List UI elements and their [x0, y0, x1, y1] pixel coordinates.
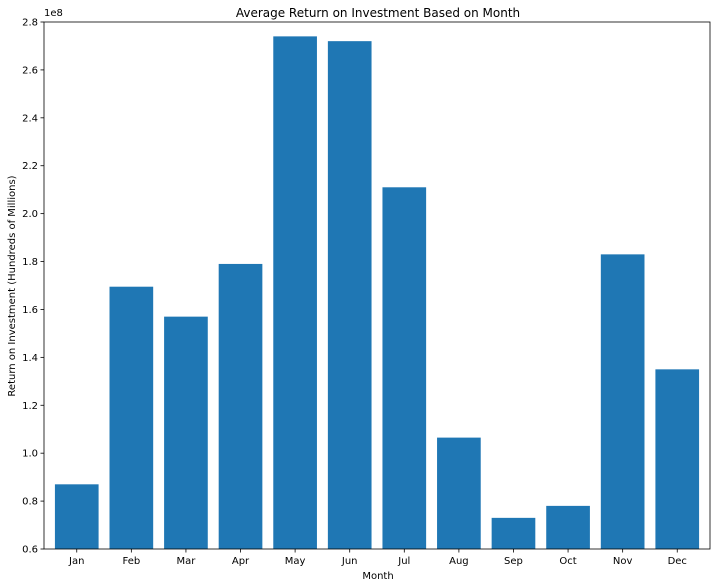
bar-jun	[327, 41, 372, 549]
y-tick-label: 2.0	[22, 209, 38, 220]
bar-mar	[164, 316, 208, 549]
bar-feb	[109, 286, 154, 549]
bar-jul	[382, 187, 427, 550]
x-tick-label-sep: Sep	[504, 556, 523, 567]
chart-title: Average Return on Investment Based on Mo…	[236, 6, 520, 20]
y-tick-label: 0.8	[22, 497, 38, 508]
axes-group	[43, 21, 711, 550]
x-ticks-group: Jan Feb Mar Apr May Jun Jul Aug Sep Oct Nov Dec	[68, 549, 687, 567]
y-tick-label: 1.0	[22, 449, 38, 460]
bar-aug	[437, 437, 481, 549]
bar-oct	[546, 505, 590, 549]
y-tick-label: 1.6	[22, 305, 38, 316]
x-tick-label-jan: Jan	[68, 556, 84, 567]
bar-dec	[655, 369, 700, 549]
y-tick-label: 1.4	[22, 353, 38, 364]
y-tick-label: 2.2	[22, 161, 38, 172]
y-axis-label: Return on Investment (Hundreds of Millio…	[7, 175, 18, 396]
bar-nov	[600, 254, 645, 550]
x-tick-label-jul: Jul	[397, 556, 410, 567]
y-tick-label: 2.6	[22, 65, 38, 76]
y-tick-label: 1.2	[22, 401, 38, 412]
bar-may	[273, 36, 317, 550]
x-tick-label-may: May	[285, 556, 306, 567]
y-axis-offset-label: 1e8	[44, 8, 63, 19]
bar-jan	[54, 484, 99, 549]
y-ticks-group: 0.6 0.8 1.0 1.2 1.4 1.6 1.8 2.0 2.2 2.4 2.6 2.8	[22, 18, 44, 556]
plot-frame	[43, 21, 711, 550]
x-axis-label: Month	[362, 571, 393, 582]
bar-sep	[491, 517, 536, 549]
x-tick-label-aug: Aug	[449, 556, 469, 567]
x-tick-label-mar: Mar	[176, 556, 196, 567]
x-tick-label-dec: Dec	[668, 556, 687, 567]
y-tick-label: 0.6	[22, 545, 38, 556]
x-tick-label-nov: Nov	[613, 556, 633, 567]
y-tick-label: 2.4	[22, 113, 38, 124]
y-tick-label: 2.8	[22, 18, 38, 29]
x-tick-label-oct: Oct	[559, 556, 576, 567]
bar-apr	[218, 263, 263, 549]
x-tick-label-jun: Jun	[341, 556, 358, 567]
y-tick-label: 1.8	[22, 257, 38, 268]
x-tick-label-feb: Feb	[122, 556, 140, 567]
x-tick-label-apr: Apr	[232, 556, 250, 567]
bars-group	[54, 36, 700, 550]
